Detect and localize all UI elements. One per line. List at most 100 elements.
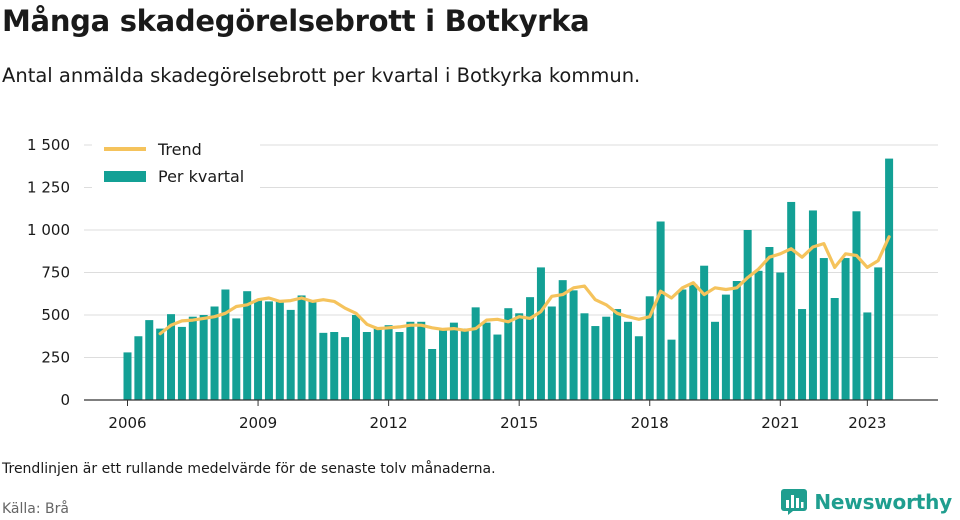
- bar: [634, 336, 643, 400]
- bar: [199, 315, 208, 400]
- bar: [700, 265, 709, 400]
- bar: [819, 258, 828, 400]
- bar: [721, 294, 730, 400]
- bar: [254, 299, 263, 400]
- bar: [449, 322, 458, 400]
- bar: [863, 312, 872, 400]
- bar: [330, 332, 339, 400]
- x-tick-label: 2012: [370, 414, 408, 432]
- bar: [341, 337, 350, 400]
- bar: [732, 281, 741, 400]
- bar: [526, 297, 535, 400]
- bar: [319, 332, 328, 400]
- bar: [874, 267, 883, 400]
- bar: [515, 313, 524, 400]
- y-tick-label: 1 250: [27, 179, 70, 197]
- newsworthy-logo-icon: [781, 489, 808, 515]
- bar: [754, 270, 763, 400]
- bar: [395, 332, 404, 400]
- x-axis-ticks: 2006 2009 2012 2015 2018 2021 2023: [108, 400, 886, 432]
- legend-background: [92, 132, 260, 196]
- x-tick-label: 2015: [500, 414, 538, 432]
- bar: [841, 258, 850, 400]
- bar: [656, 221, 665, 400]
- x-tick-label: 2006: [108, 414, 146, 432]
- chart-subtitle: Antal anmälda skadegörelsebrott per kvar…: [2, 64, 641, 87]
- bar: [428, 349, 437, 400]
- bar: [134, 336, 143, 400]
- bar: [711, 321, 720, 400]
- legend-swatch-per-kvartal: [104, 171, 146, 182]
- source-label: Källa: Brå: [2, 501, 69, 517]
- legend-label-trend: Trend: [157, 140, 202, 159]
- bar: [580, 313, 589, 400]
- bar: [776, 272, 785, 400]
- y-tick-label: 500: [41, 306, 70, 324]
- bar: [123, 352, 132, 400]
- bar: [591, 326, 600, 400]
- x-tick-label: 2021: [761, 414, 799, 432]
- trend-line: [158, 235, 891, 336]
- bar: [885, 158, 894, 400]
- bar: [417, 321, 426, 400]
- bar: [558, 280, 567, 400]
- bar: [787, 201, 796, 400]
- bar: [460, 328, 469, 400]
- bar: [482, 322, 491, 400]
- bar: [264, 301, 273, 400]
- bar: [602, 316, 611, 400]
- bar: [808, 210, 817, 400]
- newsworthy-logo[interactable]: Newsworthy: [780, 488, 952, 516]
- bar: [286, 309, 295, 400]
- bar: [351, 315, 360, 400]
- bar: [852, 211, 861, 400]
- bar: [362, 332, 371, 400]
- x-tick-label: 2009: [239, 414, 277, 432]
- bar: [493, 334, 502, 400]
- chart-title: Många skadegörelsebrott i Botkyrka: [2, 4, 590, 38]
- bar: [547, 306, 556, 400]
- y-axis-ticks: 0 250 500 750 1 000 1 250 1 500: [27, 136, 70, 409]
- y-tick-label: 1 000: [27, 221, 70, 239]
- bar: [536, 267, 545, 400]
- bar: [177, 326, 186, 400]
- bar: [210, 306, 219, 400]
- bar: [406, 321, 415, 400]
- bar-series: [123, 158, 894, 400]
- bar: [613, 309, 622, 400]
- bar: [156, 328, 165, 400]
- trend-note: Trendlinjen är ett rullande medelvärde f…: [2, 461, 496, 477]
- bar: [830, 298, 839, 400]
- bar: [188, 316, 197, 400]
- bar: [221, 289, 230, 400]
- brand-name: Newsworthy: [814, 490, 952, 514]
- bar: [623, 321, 632, 400]
- bar: [145, 320, 154, 400]
- legend: Trend Per kvartal: [92, 132, 260, 196]
- bar: [167, 314, 176, 400]
- y-tick-label: 750: [41, 264, 70, 282]
- y-tick-label: 1 500: [27, 136, 70, 154]
- legend-label-per-kvartal: Per kvartal: [158, 167, 244, 186]
- bar: [689, 284, 698, 400]
- bar: [645, 296, 654, 400]
- bar: [232, 318, 241, 400]
- bar: [439, 329, 448, 400]
- bar: [798, 309, 807, 400]
- bar: [373, 328, 382, 400]
- bar: [308, 301, 317, 400]
- bar: [297, 295, 306, 400]
- bar: [678, 289, 687, 400]
- bar: [471, 307, 480, 400]
- bar: [743, 230, 752, 400]
- bar: [667, 339, 676, 400]
- bar: [384, 325, 393, 400]
- bar: [243, 291, 252, 400]
- bar: [569, 290, 578, 400]
- x-tick-label: 2018: [631, 414, 669, 432]
- y-tick-label: 250: [41, 349, 70, 367]
- x-tick-label: 2023: [848, 414, 886, 432]
- bar: [765, 247, 774, 400]
- y-tick-label: 0: [60, 391, 70, 409]
